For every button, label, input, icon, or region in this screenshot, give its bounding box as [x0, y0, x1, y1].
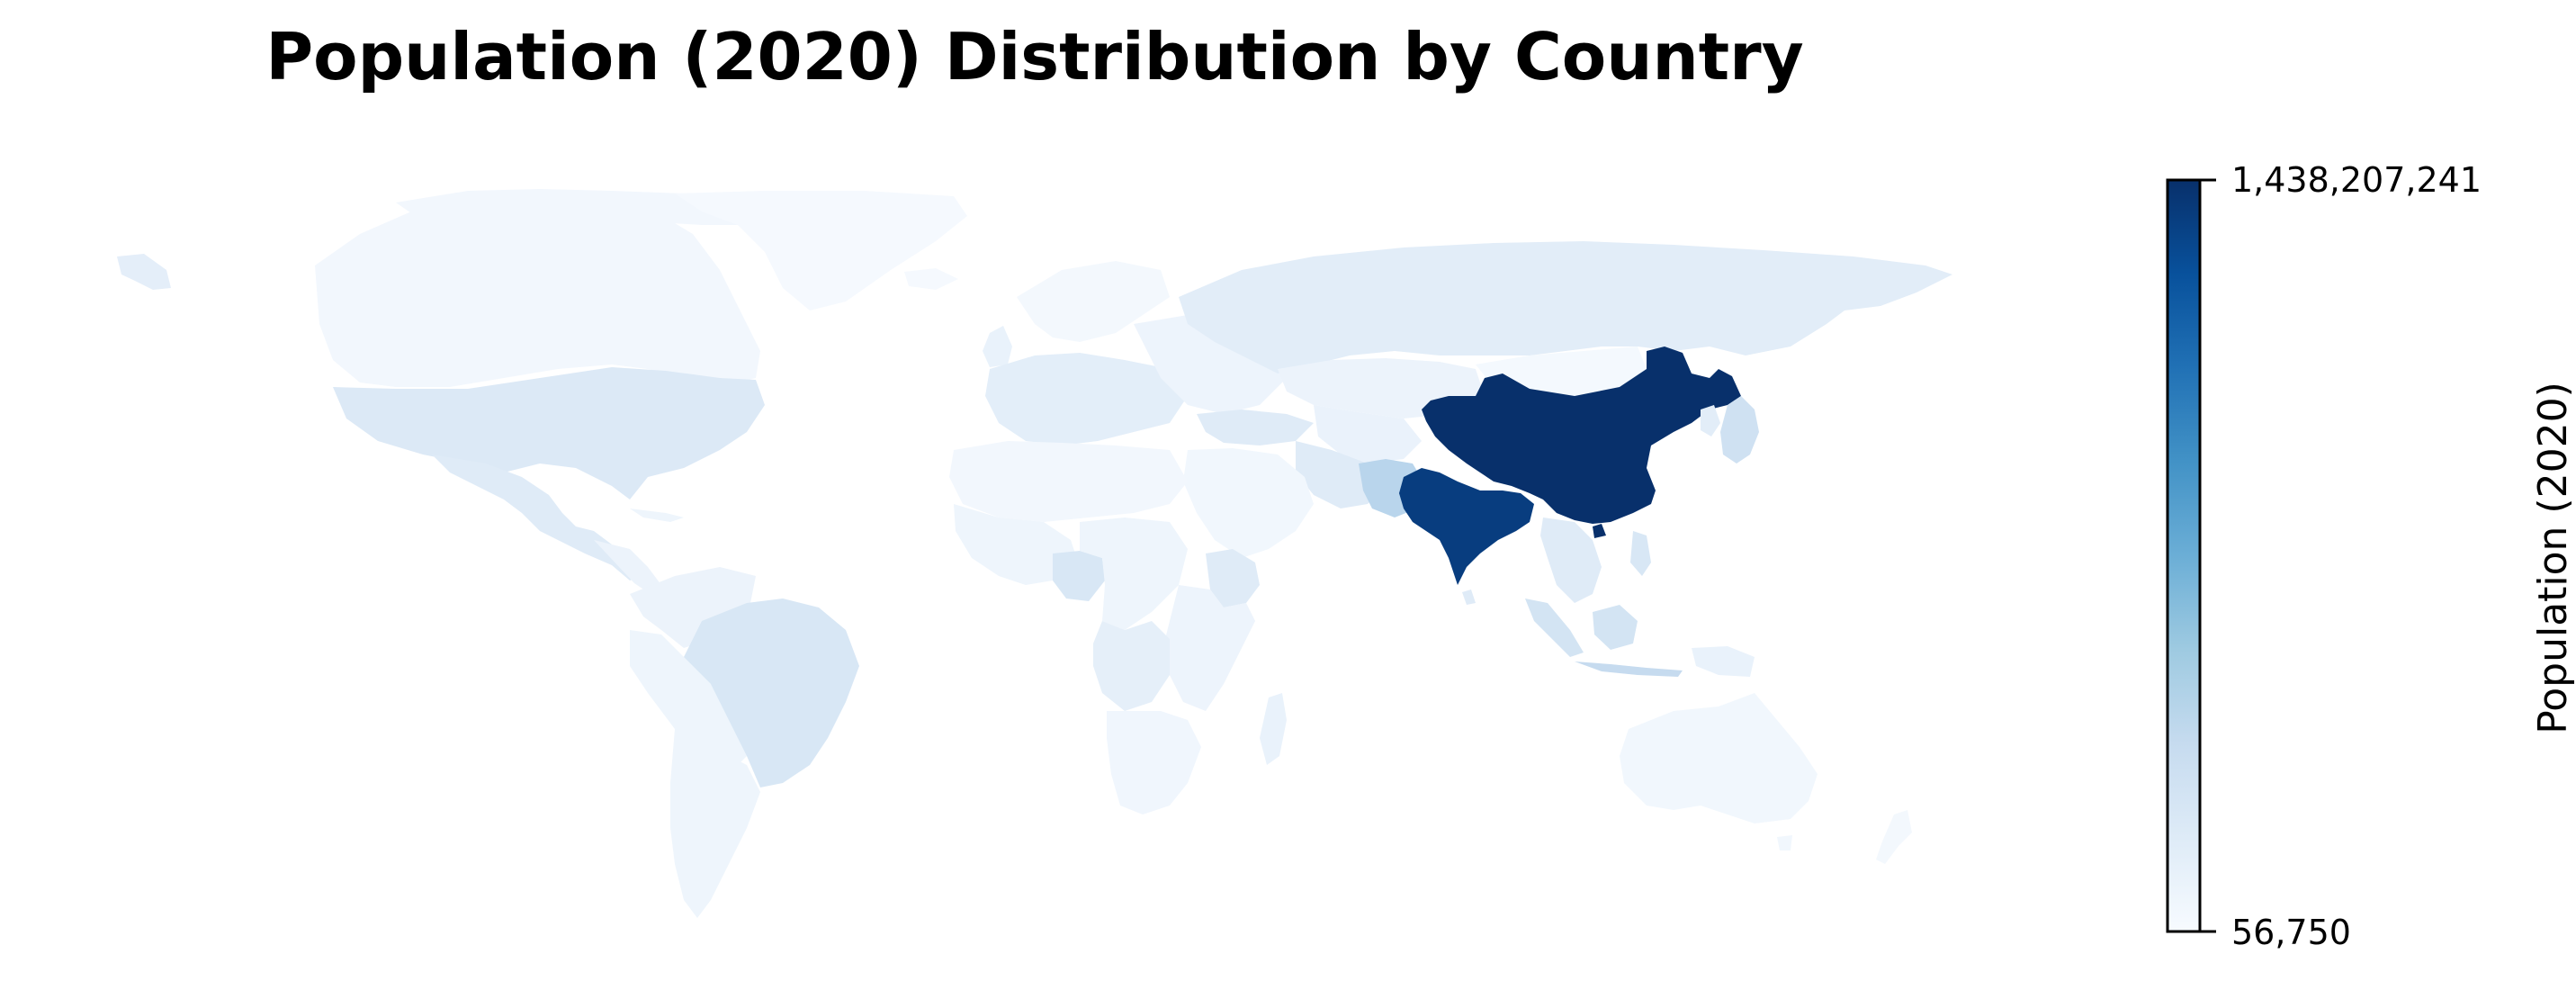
southern-africa	[1107, 711, 1201, 814]
central-africa	[1080, 518, 1188, 630]
country-japan	[1720, 396, 1759, 464]
southeast-asia	[1540, 518, 1602, 603]
country-drc	[1093, 621, 1170, 711]
country-indonesia-java	[1575, 662, 1683, 677]
country-uk	[983, 326, 1012, 367]
west-africa	[954, 504, 1080, 585]
country-tasmania	[1777, 835, 1792, 850]
country-iran	[1296, 441, 1386, 508]
country-usa	[333, 367, 765, 500]
country-russia	[1179, 241, 1952, 374]
country-ethiopia	[1206, 549, 1260, 608]
country-brazil	[684, 598, 859, 788]
country-turkey	[1197, 410, 1314, 446]
country-new-zealand	[1876, 810, 1912, 864]
country-saudi-arabia	[1183, 448, 1314, 558]
arctic-islands	[396, 189, 774, 225]
central-america	[594, 540, 661, 592]
country-india	[1399, 468, 1534, 585]
country-nigeria	[1053, 551, 1105, 601]
country-scandinavia	[1017, 261, 1170, 342]
country-china	[1422, 346, 1741, 524]
country-iceland	[904, 268, 958, 290]
country-canada	[315, 194, 760, 387]
country-philippines	[1630, 531, 1651, 576]
country-indonesia-sumatra	[1525, 598, 1584, 657]
central-asia	[1314, 405, 1422, 464]
colorbar-tick-min: 56,750	[2231, 913, 2351, 952]
country-indonesia-borneo	[1593, 605, 1638, 650]
map-title: Population (2020) Distribution by Countr…	[265, 19, 1804, 94]
country-korea	[1701, 405, 1720, 436]
country-australia	[1620, 693, 1818, 824]
country-madagascar	[1260, 693, 1287, 765]
country-greenland	[675, 191, 967, 310]
colorbar-label: Population (2020)	[2530, 382, 2576, 734]
country-sri-lanka	[1462, 590, 1476, 605]
country-taiwan-hainan	[1593, 524, 1606, 538]
country-new-guinea	[1692, 646, 1755, 677]
colorbar-gradient	[2166, 178, 2202, 933]
colorbar-tick-max: 1,438,207,241	[2231, 160, 2482, 200]
east-africa	[1165, 585, 1255, 711]
caribbean-islands	[630, 508, 684, 522]
country-argentina-chile	[670, 729, 760, 918]
country-mexico	[432, 454, 643, 580]
country-peru-bolivia	[630, 630, 747, 774]
country-alaska	[117, 254, 171, 290]
western-europe	[985, 353, 1188, 446]
north-africa	[949, 441, 1188, 522]
